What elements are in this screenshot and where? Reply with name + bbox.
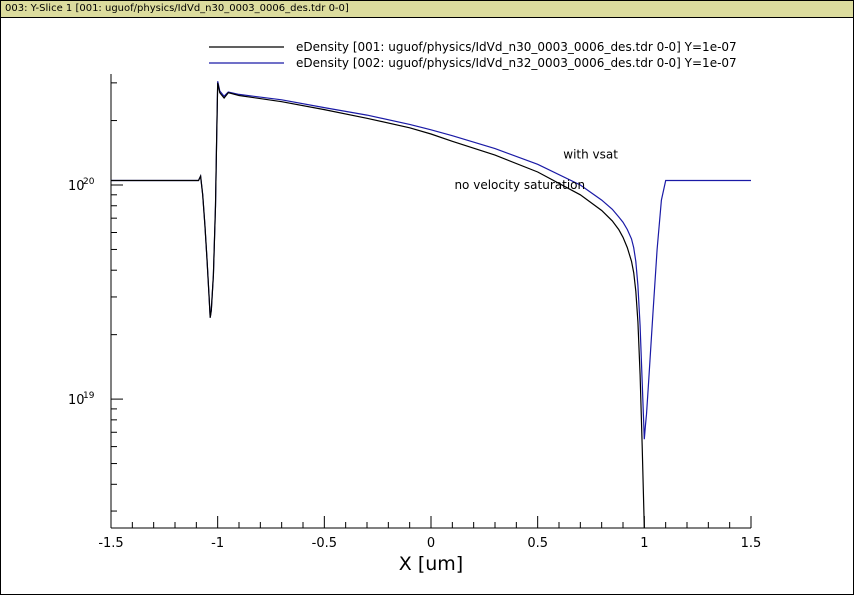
series-line-1	[111, 82, 645, 528]
x-axis-title: X [um]	[399, 553, 463, 575]
legend-label-2: eDensity [002: uguof/physics/IdVd_n32_00…	[296, 56, 737, 70]
x-tick-label: -1.5	[98, 536, 123, 551]
x-tick-label: 1	[640, 536, 648, 551]
legend-label-1: eDensity [001: uguof/physics/IdVd_n30_00…	[296, 40, 737, 54]
annotation-label: with vsat	[563, 147, 618, 161]
y-tick-label: 10	[68, 179, 85, 194]
x-tick-label: 0.5	[527, 536, 548, 551]
x-tick-label: -1	[211, 536, 224, 551]
window-title: 003: Y-Slice 1 [001: uguof/physics/IdVd_…	[5, 3, 349, 14]
x-tick-label: 1.5	[741, 536, 762, 551]
annotation-label: no velocity saturation	[454, 178, 585, 192]
y-tick-label: 10	[68, 393, 85, 408]
y-tick-exponent: 19	[83, 391, 95, 401]
x-tick-label: 0	[427, 536, 435, 551]
y-tick-exponent: 20	[83, 177, 95, 187]
window-title-bar[interactable]: 003: Y-Slice 1 [001: uguof/physics/IdVd_…	[1, 1, 853, 18]
x-tick-label: -0.5	[312, 536, 337, 551]
